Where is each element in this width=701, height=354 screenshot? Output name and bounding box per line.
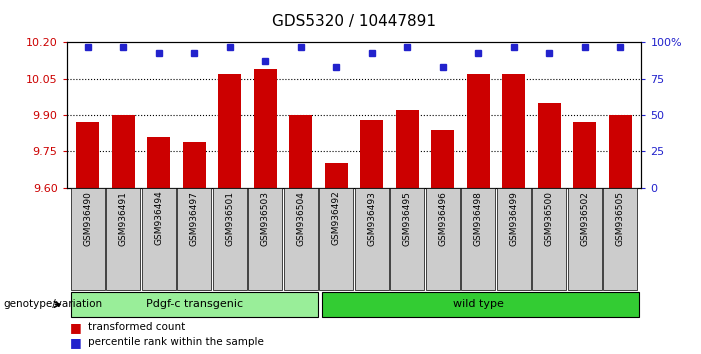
- Text: GSM936495: GSM936495: [403, 191, 411, 246]
- Bar: [431, 130, 454, 188]
- Text: percentile rank within the sample: percentile rank within the sample: [88, 337, 264, 347]
- Text: GSM936494: GSM936494: [154, 191, 163, 245]
- Text: GSM936490: GSM936490: [83, 191, 93, 246]
- Bar: [603, 188, 637, 290]
- Bar: [71, 292, 318, 317]
- Bar: [395, 110, 418, 188]
- Text: GSM936505: GSM936505: [615, 191, 625, 246]
- Text: GSM936496: GSM936496: [438, 191, 447, 246]
- Text: GSM936500: GSM936500: [545, 191, 554, 246]
- Bar: [355, 188, 389, 290]
- Text: GSM936504: GSM936504: [297, 191, 305, 246]
- Bar: [248, 188, 283, 290]
- Bar: [218, 74, 241, 188]
- Bar: [319, 188, 353, 290]
- Text: ■: ■: [70, 336, 82, 349]
- Text: GSM936501: GSM936501: [225, 191, 234, 246]
- Text: GSM936497: GSM936497: [190, 191, 199, 246]
- Text: GSM936491: GSM936491: [119, 191, 128, 246]
- Bar: [254, 69, 277, 188]
- Text: genotype/variation: genotype/variation: [4, 299, 102, 309]
- Bar: [322, 292, 639, 317]
- Text: ■: ■: [70, 321, 82, 334]
- Bar: [390, 188, 424, 290]
- Bar: [608, 115, 632, 188]
- Bar: [426, 188, 460, 290]
- Bar: [142, 188, 176, 290]
- Bar: [568, 188, 601, 290]
- Bar: [76, 122, 100, 188]
- Bar: [107, 188, 140, 290]
- Bar: [213, 188, 247, 290]
- Text: transformed count: transformed count: [88, 322, 185, 332]
- Text: GSM936498: GSM936498: [474, 191, 483, 246]
- Bar: [360, 120, 383, 188]
- Bar: [71, 188, 105, 290]
- Bar: [177, 188, 212, 290]
- Bar: [496, 188, 531, 290]
- Bar: [467, 74, 490, 188]
- Text: GDS5320 / 10447891: GDS5320 / 10447891: [272, 14, 436, 29]
- Bar: [284, 188, 318, 290]
- Text: GSM936503: GSM936503: [261, 191, 270, 246]
- Bar: [502, 74, 525, 188]
- Text: GSM936493: GSM936493: [367, 191, 376, 246]
- Bar: [147, 137, 170, 188]
- Bar: [290, 115, 313, 188]
- Text: Pdgf-c transgenic: Pdgf-c transgenic: [146, 299, 243, 309]
- Text: GSM936502: GSM936502: [580, 191, 589, 246]
- Bar: [532, 188, 566, 290]
- Text: wild type: wild type: [453, 299, 503, 309]
- Bar: [573, 122, 596, 188]
- Text: GSM936492: GSM936492: [332, 191, 341, 245]
- Bar: [325, 164, 348, 188]
- Bar: [461, 188, 495, 290]
- Bar: [112, 115, 135, 188]
- Text: GSM936499: GSM936499: [509, 191, 518, 246]
- Bar: [538, 103, 561, 188]
- Bar: [183, 142, 206, 188]
